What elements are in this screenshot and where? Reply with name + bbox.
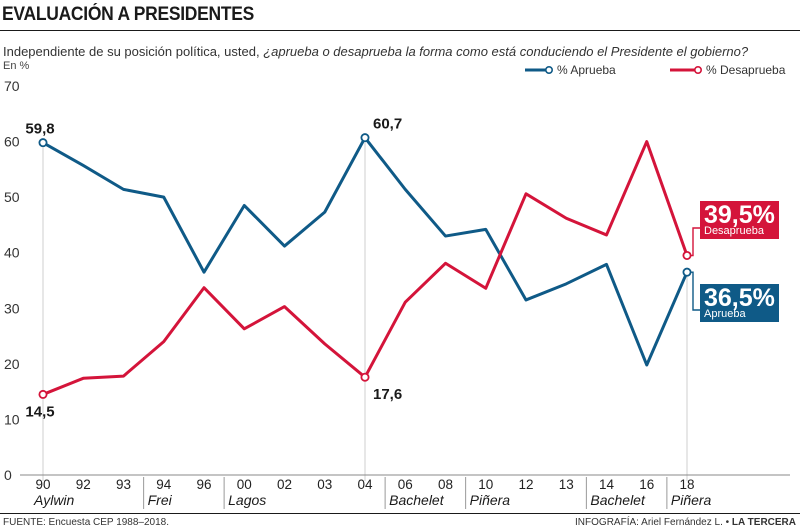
y-tick-label: 60 xyxy=(4,134,20,150)
y-tick-label: 70 xyxy=(4,78,20,94)
x-tick-label: 16 xyxy=(639,477,654,492)
footer-credit-brand: LA TERCERA xyxy=(731,517,796,528)
badge-desaprueba-value: 39,5% xyxy=(704,201,775,229)
x-tick-label: 10 xyxy=(478,477,493,492)
x-tick-label: 03 xyxy=(317,477,332,492)
data-point-marker xyxy=(38,138,48,148)
badge-desaprueba-label: Desaprueba xyxy=(704,225,764,237)
x-tick-label: 02 xyxy=(277,477,292,492)
title-divider xyxy=(0,30,800,31)
chart-subtitle: Independiente de su posición política, u… xyxy=(3,44,748,59)
connector-desaprueba xyxy=(690,227,700,257)
x-tick-label: 00 xyxy=(237,477,252,492)
legend-desaprueba-label: % Desaprueba xyxy=(706,63,786,77)
x-tick-label: 94 xyxy=(156,477,172,492)
president-label: Frei xyxy=(148,492,173,508)
y-tick-label: 40 xyxy=(4,245,20,261)
x-tick-label: 92 xyxy=(76,477,91,492)
data-label: 17,6 xyxy=(373,386,402,403)
data-point-marker xyxy=(38,389,48,399)
president-label: Piñera xyxy=(470,492,511,508)
president-label: Bachelet xyxy=(389,492,445,508)
x-tick-label: 18 xyxy=(679,477,694,492)
x-tick-label: 08 xyxy=(438,477,453,492)
president-label: Piñera xyxy=(671,492,712,508)
chart-title: EVALUACIÓN A PRESIDENTES xyxy=(2,4,255,25)
data-label: 59,8 xyxy=(25,121,54,138)
x-tick-label: 04 xyxy=(357,477,373,492)
x-tick-label: 93 xyxy=(116,477,131,492)
footer-credit: INFOGRAFÍA: Ariel Fernández L. • LA TERC… xyxy=(575,517,796,528)
y-tick-label: 50 xyxy=(4,189,20,205)
legend-aprueba-swatch-icon xyxy=(525,65,553,75)
subtitle-question: ¿aprueba o desaprueba la forma como está… xyxy=(263,44,749,59)
subtitle-question-intro: Independiente de su posición política, u… xyxy=(3,44,264,59)
connector-aprueba xyxy=(690,271,700,311)
data-label: 60,7 xyxy=(373,116,402,133)
president-label: Bachelet xyxy=(590,492,646,508)
data-point-marker xyxy=(682,267,692,277)
data-point-marker xyxy=(360,133,370,143)
badge-aprueba-value: 36,5% xyxy=(704,284,775,312)
badge-aprueba-label: Aprueba xyxy=(704,308,746,320)
data-label: 14,5 xyxy=(25,403,54,420)
y-tick-label: 20 xyxy=(4,356,20,372)
data-point-marker xyxy=(360,372,370,382)
badge-desaprueba: 39,5% Desaprueba xyxy=(700,201,779,239)
x-tick-label: 90 xyxy=(35,477,50,492)
x-tick-label: 06 xyxy=(398,477,413,492)
president-label: Aylwin xyxy=(33,492,75,508)
legend-aprueba: % Aprueba xyxy=(524,63,616,77)
badge-aprueba: 36,5% Aprueba xyxy=(700,284,779,322)
x-tick-label: 96 xyxy=(196,477,211,492)
footer-credit-author: INFOGRAFÍA: Ariel Fernández L. • xyxy=(575,517,730,528)
data-point-marker xyxy=(682,250,692,260)
units-label: En % xyxy=(3,60,30,72)
legend-aprueba-label: % Aprueba xyxy=(557,63,616,77)
footer-source: FUENTE: Encuesta CEP 1988–2018. xyxy=(3,517,170,528)
president-label: Lagos xyxy=(228,492,266,508)
footer-divider xyxy=(0,513,800,514)
legend-desaprueba: % Desaprueba xyxy=(669,63,785,77)
y-tick-label: 10 xyxy=(4,411,20,427)
x-tick-label: 12 xyxy=(518,477,533,492)
legend-desaprueba-swatch-icon xyxy=(670,65,702,75)
y-tick-label: 30 xyxy=(4,300,20,316)
y-tick-label: 0 xyxy=(4,467,12,483)
x-tick-label: 13 xyxy=(559,477,574,492)
x-tick-label: 14 xyxy=(599,477,615,492)
